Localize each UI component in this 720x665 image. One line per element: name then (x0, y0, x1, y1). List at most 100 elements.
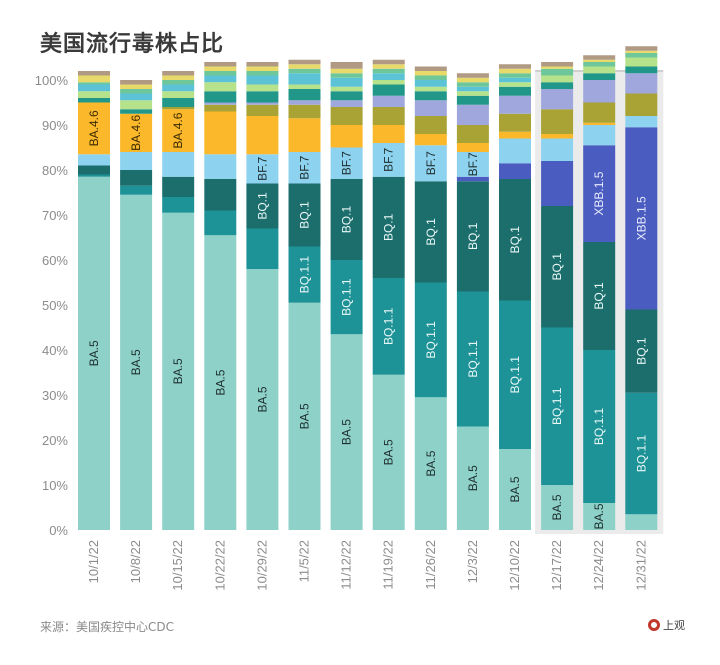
segment-label: BF.7 (424, 151, 438, 175)
y-tick-label: 20% (42, 433, 68, 448)
x-tick-label: 12/17/22 (549, 540, 564, 591)
bar-segment (288, 84, 321, 89)
bar-segment (499, 68, 531, 74)
x-tick-label: 12/31/22 (633, 540, 648, 591)
bar-segment (330, 73, 363, 78)
bar-segment (204, 154, 237, 179)
bar-segment (372, 84, 405, 96)
bar-segment (246, 91, 279, 103)
chart-title: 美国流行毒株占比 (40, 32, 225, 57)
bar-segment (120, 152, 153, 170)
bar-segment (541, 206, 574, 328)
segment-label: BA.5 (87, 340, 101, 366)
segment-label: BQ.1 (255, 192, 269, 220)
bar-segment (204, 75, 237, 83)
bar-segment (541, 161, 574, 206)
segment-label: BQ.1.1 (508, 356, 522, 394)
bar-segment (162, 98, 195, 107)
bar-segment (541, 109, 574, 134)
bar-segment (372, 278, 405, 375)
bar-segment (246, 183, 279, 229)
bar-segment (541, 75, 574, 83)
bar-segment (456, 91, 489, 96)
bar-segment (456, 176, 489, 182)
segment-label: BQ.1.1 (340, 278, 354, 316)
bar-segment (541, 327, 574, 485)
segment-label: BQ.1 (466, 222, 480, 250)
y-tick-label: 0% (49, 523, 68, 538)
bar-segment (288, 100, 321, 105)
bar-segment (456, 426, 489, 530)
bar-segment (583, 102, 616, 123)
publisher-logo: 上观 (648, 617, 685, 633)
bar-segment (120, 93, 153, 101)
bar-segment (499, 113, 531, 132)
bar-segment (456, 152, 489, 177)
bar-segment (120, 109, 153, 114)
bar-segment (625, 46, 658, 51)
bar-stack (541, 62, 574, 530)
bar-stack (625, 46, 658, 530)
bar-segment (583, 59, 616, 62)
bar-segment (120, 185, 153, 195)
bar-segment (204, 82, 237, 92)
bar-segment (78, 98, 110, 103)
bar-segment (456, 291, 489, 427)
source-note: 来源：美国疾控中心CDC (40, 620, 174, 634)
x-tick-label: 10/22/22 (212, 540, 227, 591)
bar-segment (372, 80, 405, 85)
bar-stack (204, 62, 237, 530)
bar-segment (288, 104, 321, 119)
bar-segment (78, 84, 110, 92)
segment-label: BF.7 (340, 151, 354, 175)
bar-segment (499, 86, 531, 96)
segment-label: BQ.1 (424, 218, 438, 246)
segment-label: BA.5 (255, 386, 269, 412)
bar-stack (162, 71, 195, 530)
segment-label: BQ.1.1 (634, 435, 648, 473)
bar-segment (330, 125, 363, 148)
bar-stack (456, 73, 489, 530)
bar-segment (204, 102, 237, 105)
bar-segment (583, 80, 616, 103)
bar-segment (625, 93, 658, 116)
segment-label: BF.7 (255, 157, 269, 181)
bar-segment (330, 68, 363, 74)
bar-segment (204, 179, 237, 211)
bar-stack (414, 66, 447, 530)
bar-segment (499, 73, 531, 78)
segment-label: BA.5 (424, 450, 438, 476)
y-tick-label: 70% (42, 208, 68, 223)
bar-segment (541, 138, 574, 161)
bar-segment (372, 59, 405, 65)
bar-segment (541, 82, 574, 89)
bar-stack (246, 62, 279, 530)
segment-label: BQ.1.1 (382, 307, 396, 345)
bar-segment (414, 91, 447, 101)
bar-segment (583, 125, 616, 146)
bar-segment (583, 62, 616, 67)
bar-segment (414, 397, 447, 530)
bar-segment (120, 80, 153, 85)
bar-segment (414, 181, 447, 283)
bar-segment (162, 197, 195, 213)
segment-labels: BA.5 BA.4.6 BA.5 BA.4.6 BA.5 BA.4.6 BA.5 BA.5 BQ… (87, 110, 648, 529)
bar-segment (583, 242, 616, 350)
bar-segment (288, 89, 321, 101)
bar-segment (330, 107, 363, 125)
segment-label: BQ.1 (508, 226, 522, 254)
segment-label: BQ.1.1 (298, 256, 312, 294)
bar-segment (78, 174, 110, 177)
bar-segment (246, 154, 279, 184)
bar-segment (288, 59, 321, 65)
bar-segment (625, 66, 658, 74)
bar-segment (246, 228, 279, 269)
segment-label: BA.5 (592, 503, 606, 529)
bar-segment (204, 235, 237, 530)
bar-segment (246, 71, 279, 76)
bar-segment (288, 118, 321, 152)
bar-segment (499, 82, 531, 87)
bar-stack (288, 59, 321, 530)
x-tick-label: 11/12/22 (339, 540, 354, 590)
bar-segment (541, 485, 574, 530)
